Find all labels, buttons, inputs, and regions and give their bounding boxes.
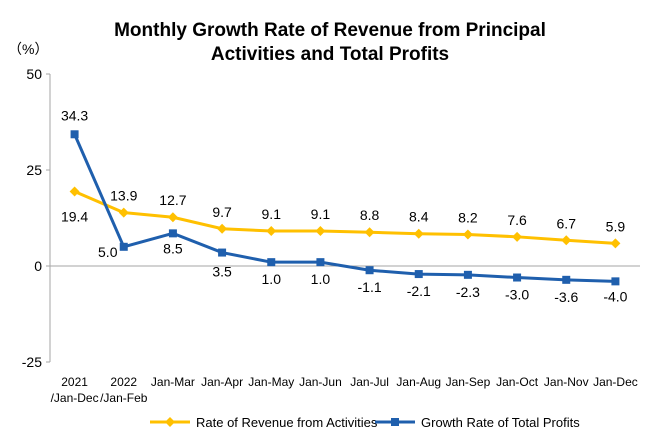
data-label: -3.6 xyxy=(554,289,578,305)
data-label: 1.0 xyxy=(262,271,282,287)
axes xyxy=(49,74,640,362)
y-axis-ticks: -25 0 25 50 xyxy=(22,66,50,370)
legend: Rate of Revenue from Activities Growth Ra… xyxy=(150,415,580,430)
data-point xyxy=(316,258,325,267)
data-label: 8.8 xyxy=(360,207,380,223)
legend-label: Rate of Revenue from Activities xyxy=(196,415,378,430)
series-line xyxy=(73,133,616,283)
data-label: 8.4 xyxy=(409,209,429,225)
data-label: 19.4 xyxy=(61,209,88,225)
data-point xyxy=(413,228,424,239)
data-label: 3.5 xyxy=(212,264,232,280)
x-tick-label: Jan-Jun xyxy=(299,375,342,389)
data-label: 13.9 xyxy=(110,188,137,204)
chart-title-line-2: Activities and Total Profits xyxy=(211,44,449,65)
data-label: 8.5 xyxy=(163,240,183,256)
data-label: 12.7 xyxy=(159,192,186,208)
data-label: 5.9 xyxy=(606,218,626,234)
data-label: -3.0 xyxy=(505,287,529,303)
series-revenue xyxy=(69,186,621,249)
x-tick-label: Jan-Mar xyxy=(151,375,195,389)
x-tick-label: Jan-May xyxy=(248,375,294,389)
data-label: -4.0 xyxy=(603,288,627,304)
data-point xyxy=(168,229,177,238)
x-tick-label: 2022 xyxy=(110,375,137,389)
series-line xyxy=(73,190,616,245)
data-point xyxy=(70,130,79,139)
data-point xyxy=(119,242,128,251)
data-point xyxy=(365,266,374,275)
data-label: 7.6 xyxy=(507,212,527,228)
data-point xyxy=(562,275,571,284)
data-labels: 19.4 13.9 12.7 9.7 9.1 9.1 8.8 8.4 8.2 7.6 6.7 5.9 3… xyxy=(61,107,628,305)
data-label: -2.1 xyxy=(407,283,431,299)
data-point xyxy=(561,235,572,246)
x-tick-label: Jan-Jul xyxy=(350,375,389,389)
data-point xyxy=(69,186,80,197)
data-point xyxy=(610,238,621,249)
data-point xyxy=(611,277,620,286)
series-layer xyxy=(69,130,621,286)
data-point xyxy=(512,231,523,242)
data-point xyxy=(463,270,472,279)
legend-item: Rate of Revenue from Activities xyxy=(150,415,378,430)
data-label: 34.3 xyxy=(61,107,88,123)
data-point xyxy=(266,226,277,237)
data-label: 9.1 xyxy=(262,206,282,222)
y-axis-unit-label: （%） xyxy=(8,41,48,57)
chart-title: Monthly Growth Rate of Revenue from Prin… xyxy=(114,20,546,65)
legend-marker xyxy=(165,417,175,427)
data-label: 5.0 xyxy=(98,244,118,260)
data-point xyxy=(414,270,423,279)
x-tick-label: /Jan-Feb xyxy=(100,391,148,405)
legend-label: Growth Rate of Total Profits xyxy=(421,415,580,430)
data-label: -2.3 xyxy=(456,284,480,300)
data-point xyxy=(167,212,178,223)
y-tick-label: 50 xyxy=(26,66,42,82)
y-tick-label: -25 xyxy=(22,354,42,370)
data-label: 8.2 xyxy=(458,210,478,226)
x-tick-label: /Jan-Dec xyxy=(51,391,99,405)
data-point xyxy=(118,207,129,218)
legend-item: Growth Rate of Total Profits xyxy=(375,415,580,430)
data-point xyxy=(218,248,227,257)
data-point xyxy=(315,226,326,237)
data-label: 6.7 xyxy=(557,215,577,231)
data-point xyxy=(462,229,473,240)
x-tick-label: Jan-Nov xyxy=(544,375,589,389)
x-tick-label: Jan-Dec xyxy=(593,375,638,389)
legend-marker xyxy=(391,418,399,426)
data-label: 9.1 xyxy=(311,206,331,222)
y-tick-label: 25 xyxy=(26,162,42,178)
x-tick-label: Jan-Apr xyxy=(201,375,243,389)
y-tick-label: 0 xyxy=(34,258,42,274)
data-point xyxy=(364,227,375,238)
chart-title-line-1: Monthly Growth Rate of Revenue from Prin… xyxy=(114,20,546,41)
x-tick-label: 2021 xyxy=(61,375,88,389)
series-profits xyxy=(70,130,620,286)
x-tick-label: Jan-Aug xyxy=(396,375,441,389)
data-point xyxy=(513,273,522,282)
x-tick-label: Jan-Sep xyxy=(446,375,491,389)
data-label: 1.0 xyxy=(311,271,331,287)
data-label: 9.7 xyxy=(212,204,232,220)
data-label: -1.1 xyxy=(358,279,382,295)
data-point xyxy=(267,258,276,267)
x-tick-label: Jan-Oct xyxy=(496,375,539,389)
data-point xyxy=(217,223,228,234)
